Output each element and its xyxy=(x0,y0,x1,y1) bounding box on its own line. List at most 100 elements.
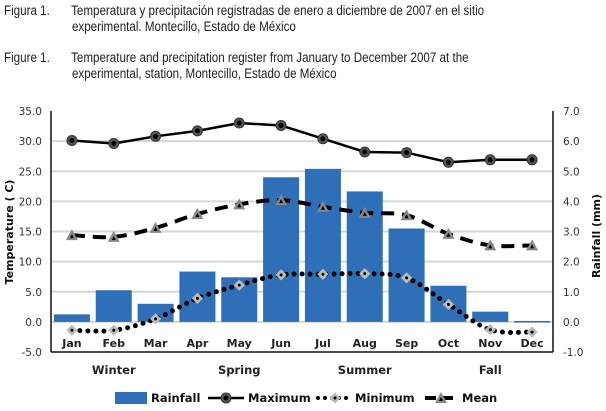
maximum-marker-center xyxy=(445,159,451,165)
minimum-marker-center xyxy=(363,272,367,276)
mean-marker-center xyxy=(404,214,409,219)
rainfall-bar xyxy=(53,314,90,322)
minimum-marker-center xyxy=(195,296,199,300)
rainfall-bar xyxy=(514,320,551,323)
mean-marker-center xyxy=(279,199,284,204)
mean-marker-center xyxy=(111,235,116,240)
legend-marker-maximum-center xyxy=(223,395,229,401)
mean-marker-center xyxy=(446,232,451,237)
temperature-lines xyxy=(65,117,539,338)
season-label: Summer xyxy=(338,363,392,377)
rainfall-bar xyxy=(137,303,174,322)
season-label: Spring xyxy=(218,363,261,377)
y2-tick-label: 0.0 xyxy=(563,317,580,329)
minimum-marker-center xyxy=(321,272,325,276)
legend-label-rainfall: Rainfall xyxy=(151,391,200,405)
y2-tick-label: 7.0 xyxy=(563,106,580,118)
axes xyxy=(50,111,554,353)
legend-label-minimum: Minimum xyxy=(355,391,415,405)
legend-swatch-rainfall xyxy=(115,392,147,404)
y-tick-label: -5.0 xyxy=(22,347,43,359)
mean-marker-center xyxy=(362,211,367,216)
y2-tick-label: 3.0 xyxy=(563,227,580,239)
maximum-marker-center xyxy=(404,150,410,156)
maximum-marker-center xyxy=(529,157,535,163)
y-tick-label: 25.0 xyxy=(19,166,42,178)
mean-marker-center xyxy=(195,213,200,218)
mean-marker-center xyxy=(153,226,158,231)
y-tick-label: 30.0 xyxy=(19,136,42,148)
y2-tick-label: 5.0 xyxy=(563,166,580,178)
x-tick-label: Oct xyxy=(438,337,459,350)
caption-spanish: Figura 1. Temperatura y precipitación reg… xyxy=(4,3,603,35)
y2-tick-label: 2.0 xyxy=(563,257,580,269)
mean-marker-center xyxy=(488,244,493,249)
maximum-line xyxy=(71,121,533,164)
series-mean xyxy=(65,194,539,251)
caption-spanish-line1: Temperatura y precipitación registradas … xyxy=(71,3,485,18)
maximum-marker-center xyxy=(320,136,326,142)
y-tick-label: 15.0 xyxy=(19,227,42,239)
mean-marker-center xyxy=(530,244,535,249)
legend-label-mean: Mean xyxy=(462,391,497,405)
y-tick-label: 10.0 xyxy=(19,257,42,269)
y2-axis-title: Rainfall (mm) xyxy=(590,194,603,278)
x-tick-label: Jun xyxy=(270,337,291,350)
rainfall-bar xyxy=(472,311,509,322)
season-label: Winter xyxy=(92,363,136,377)
rainfall-bars xyxy=(53,168,551,323)
minimum-marker-center xyxy=(530,330,534,334)
minimum-marker-center xyxy=(279,273,283,277)
legend: Rainfall Maximum Minimum Mean xyxy=(115,391,497,405)
y2-tick-label: 6.0 xyxy=(563,136,580,148)
x-tick-label: Mar xyxy=(144,337,168,350)
legend-marker-minimum-center xyxy=(333,396,337,400)
x-tick-label: Jan xyxy=(61,337,81,350)
y2-tick-label: 1.0 xyxy=(563,287,580,299)
mean-marker-center xyxy=(237,203,242,208)
x-tick-label: Dec xyxy=(521,337,544,350)
legend-marker-mean-center xyxy=(439,397,443,401)
maximum-marker-center xyxy=(487,157,493,163)
caption-spanish-label: Figura 1. xyxy=(4,3,50,18)
series-minimum xyxy=(66,268,538,338)
y-tick-label: 35.0 xyxy=(19,106,42,118)
maximum-marker-center xyxy=(69,138,75,144)
series-maximum xyxy=(66,117,538,168)
minimum-marker-center xyxy=(112,328,116,332)
x-tick-label: Jul xyxy=(314,337,331,350)
y2-tick-label: -1.0 xyxy=(563,347,584,359)
y-tick-label: 5.0 xyxy=(25,287,42,299)
minimum-marker-center xyxy=(237,283,241,287)
mean-marker-center xyxy=(320,205,325,210)
maximum-marker-center xyxy=(194,128,200,134)
caption-english: Figure 1. Temperature and precipitation r… xyxy=(4,50,603,82)
y-axis-title: Temperature ( C) xyxy=(3,180,16,285)
minimum-marker-center xyxy=(446,302,450,306)
rainfall-bar xyxy=(95,290,132,322)
caption-spanish-line2: experimental. Montecillo, Estado de Méxi… xyxy=(71,19,296,34)
maximum-marker-center xyxy=(362,149,368,155)
y-tick-label: 20.0 xyxy=(19,196,42,208)
x-tick-label: May xyxy=(227,337,252,350)
season-label: Fall xyxy=(479,363,502,377)
y-tick-label: 0.0 xyxy=(25,317,42,329)
x-tick-label: Sep xyxy=(395,337,418,350)
legend-label-maximum: Maximum xyxy=(248,391,311,405)
mean-line xyxy=(71,198,533,249)
minimum-marker-center xyxy=(70,328,74,332)
minimum-marker-center xyxy=(154,317,158,321)
maximum-marker-center xyxy=(111,141,117,147)
mean-marker-center xyxy=(69,234,74,239)
minimum-marker-center xyxy=(488,328,492,332)
axis-labels: 35.0 30.0 25.0 20.0 15.0 10.0 5.0 0.0 -5.0 7.0 6.0… xyxy=(3,106,603,377)
maximum-marker-center xyxy=(153,133,159,139)
x-tick-label: Apr xyxy=(187,337,209,350)
rainfall-bar xyxy=(304,168,341,322)
maximum-marker-center xyxy=(236,120,242,126)
caption-english-label: Figure 1. xyxy=(4,50,50,65)
x-tick-label: Nov xyxy=(478,337,503,350)
y2-tick-label: 4.0 xyxy=(563,196,580,208)
x-tick-label: Aug xyxy=(353,337,377,350)
